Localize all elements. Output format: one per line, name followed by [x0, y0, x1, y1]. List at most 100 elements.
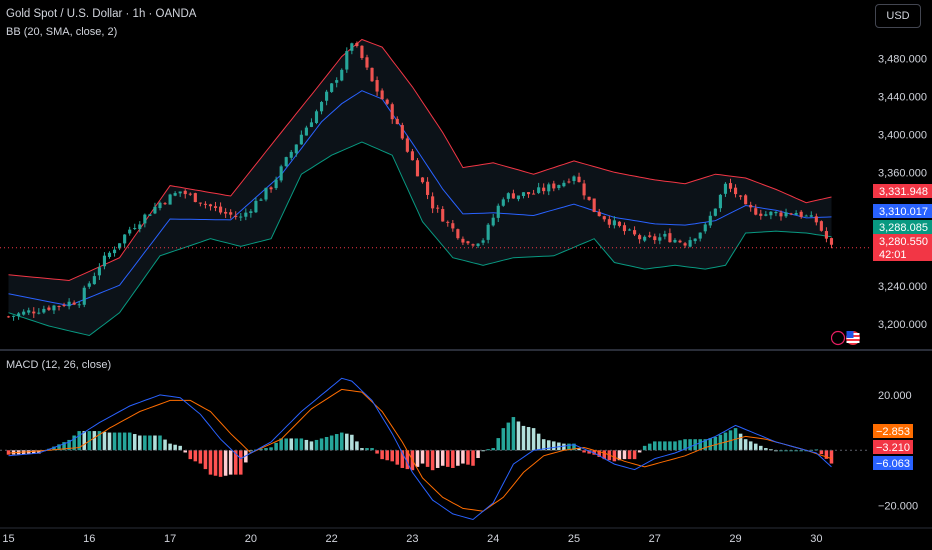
macd-histogram-bar — [193, 450, 198, 462]
macd-histogram-bar — [617, 450, 622, 461]
candle — [47, 307, 51, 310]
candle — [415, 160, 420, 177]
macd-histogram-bar — [819, 450, 824, 455]
candle — [764, 214, 768, 216]
macd-histogram-bar — [360, 448, 364, 451]
candle — [143, 214, 147, 224]
macd-histogram-bar — [168, 443, 172, 451]
macd-histogram-bar — [203, 450, 208, 470]
candle — [456, 229, 460, 239]
candle — [274, 179, 278, 189]
candle — [87, 283, 91, 287]
candle — [178, 191, 182, 194]
candle — [638, 235, 642, 240]
candle — [224, 211, 228, 214]
chart-title: Gold Spot / U.S. Dollar · 1h · OANDA — [6, 8, 197, 20]
candle — [244, 212, 248, 217]
bb-lower-band — [8, 141, 832, 337]
price-tick-label: 3,480.000 — [878, 53, 927, 65]
bollinger-bands-label[interactable]: BB (20, SMA, close, 2) — [6, 26, 118, 38]
candle — [567, 181, 571, 183]
candle — [431, 196, 435, 209]
candle — [486, 224, 490, 240]
candle — [37, 312, 41, 314]
macd-label-text: −2.853 — [876, 426, 910, 438]
macd-histogram-bar — [319, 438, 324, 451]
candle — [97, 267, 101, 276]
candle — [395, 118, 399, 125]
price-label-text: 3,310.017 — [879, 206, 928, 218]
macd-histogram-bar — [435, 450, 440, 468]
candle — [133, 228, 137, 230]
candle — [229, 212, 233, 215]
macd-histogram-bar — [622, 450, 627, 460]
candle — [118, 243, 122, 249]
candle — [633, 230, 637, 235]
macd-histogram-bar — [400, 450, 405, 468]
price-tick-label: 3,240.000 — [878, 281, 927, 293]
macd-histogram-bar — [718, 434, 723, 451]
macd-histogram-bar — [723, 432, 728, 451]
macd-histogram-bar — [759, 445, 763, 451]
candle — [27, 310, 31, 313]
macd-histogram-bar — [132, 434, 137, 451]
candle — [683, 243, 687, 246]
macd-histogram-bar — [153, 435, 157, 451]
candle — [365, 57, 369, 68]
macd-histogram-bar — [274, 442, 278, 451]
macd-line — [8, 377, 832, 521]
macd-histogram-bar — [208, 450, 213, 475]
macd-histogram-bar — [375, 450, 379, 454]
candle — [708, 215, 712, 226]
macd-histogram-bar — [647, 443, 652, 451]
macd-label[interactable]: MACD (12, 26, close) — [6, 359, 112, 371]
macd-histogram-bar — [102, 431, 107, 451]
candle — [325, 91, 329, 101]
time-tick-label: 22 — [326, 533, 338, 545]
candle — [385, 99, 389, 104]
macd-histogram-bar — [501, 428, 506, 451]
macd-histogram-bar — [738, 433, 743, 451]
candle — [678, 240, 682, 243]
time-tick-label: 17 — [164, 533, 176, 545]
macd-histogram-bar — [62, 442, 66, 451]
candle — [153, 206, 157, 214]
candle — [471, 244, 475, 246]
candle — [602, 216, 606, 220]
price-label-tag — [873, 220, 932, 234]
macd-histogram-bar — [602, 450, 607, 460]
candle — [22, 311, 26, 315]
candle — [496, 205, 500, 218]
macd-histogram-bar — [345, 433, 349, 451]
macd-histogram-bar — [486, 449, 490, 451]
candle — [648, 235, 652, 237]
candle — [193, 193, 197, 203]
candle — [653, 236, 657, 241]
macd-histogram-bar — [82, 431, 87, 451]
macd-histogram-bar — [339, 432, 344, 451]
macd-histogram-bar — [526, 427, 531, 451]
currency-button[interactable]: USD — [875, 4, 921, 28]
macd-histogram-bar — [77, 431, 81, 451]
macd-histogram-bar — [158, 435, 162, 451]
candle — [532, 193, 536, 195]
candle — [441, 209, 445, 222]
macd-histogram-bar — [390, 450, 394, 462]
candle — [370, 67, 374, 82]
price-label-text: 3,280.550 — [879, 236, 928, 248]
macd-histogram-bar — [67, 439, 71, 451]
candle — [693, 238, 697, 242]
candle — [607, 219, 611, 225]
time-tick-label: 23 — [406, 533, 418, 545]
candle — [451, 223, 455, 229]
candle — [516, 195, 521, 200]
candle — [804, 215, 808, 217]
candle — [198, 202, 202, 204]
us-economic-event-icon[interactable] — [831, 330, 861, 346]
candle — [52, 305, 56, 311]
candle — [67, 301, 71, 307]
candle — [173, 193, 177, 196]
candle — [42, 308, 46, 313]
macd-histogram-bar — [365, 448, 369, 451]
